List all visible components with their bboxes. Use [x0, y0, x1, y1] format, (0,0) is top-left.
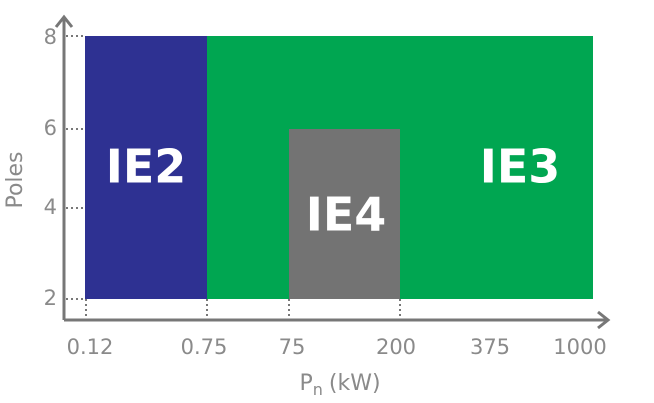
dotted-guides [66, 35, 401, 318]
x-tick-label: 75 [279, 335, 306, 359]
ie2-region [85, 36, 207, 299]
x-axis-title: Pn (kW) [299, 371, 380, 399]
y-tick-label: 4 [44, 195, 57, 219]
x-tick-label: 0.75 [181, 335, 228, 359]
y-tick-label: 6 [44, 116, 57, 140]
x-tick-label: 200 [376, 335, 416, 359]
x-axis-subscript: n [313, 380, 323, 399]
x-tick-label: 1000 [553, 335, 606, 359]
x-axis-symbol: P [299, 371, 312, 396]
region-label: IE2 [106, 140, 187, 194]
axes [54, 14, 611, 330]
region-label: IE3 [480, 140, 561, 194]
x-axis-unit: (kW) [329, 371, 381, 396]
x-tick-label: 375 [470, 335, 510, 359]
x-tick-label: 0.12 [67, 335, 114, 359]
ie4-region [289, 129, 400, 299]
region-label: IE4 [306, 188, 387, 242]
y-tick-label: 2 [44, 286, 57, 310]
y-tick-label: 8 [44, 25, 57, 49]
y-axis-title: Poles [3, 151, 28, 208]
